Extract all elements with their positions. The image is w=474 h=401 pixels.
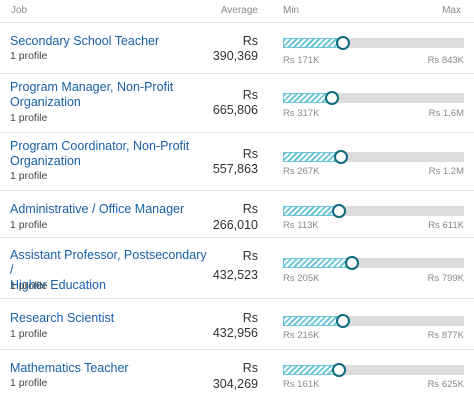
salary-range-fill: [283, 365, 340, 375]
profile-count: 1 profile: [10, 219, 48, 231]
job-title-line: Organization: [10, 95, 81, 109]
table-row: Program Manager, Non-Profit Organization 1…: [0, 73, 474, 132]
average-marker: [335, 36, 350, 50]
row-divider: [0, 237, 474, 238]
table-row: Mathematics Teacher 1 profile Rs 304,269 Rs …: [0, 349, 474, 401]
average-marker: [335, 314, 350, 328]
job-title-line: Research Scientist: [10, 311, 115, 325]
salary-range-bar: [283, 150, 464, 164]
header-max: Max: [442, 5, 461, 16]
max-salary-label: Rs 611K: [428, 220, 464, 231]
average-currency: Rs: [242, 311, 258, 325]
profile-count: 1 profile: [10, 50, 48, 62]
salary-range-fill: [283, 258, 352, 268]
average-marker: [333, 150, 348, 164]
table-row: Administrative / Office Manager 1 profile…: [0, 190, 474, 237]
average-marker: [332, 363, 347, 377]
profile-count: 1 profile: [10, 170, 48, 182]
table-header: Job Average Min Max: [0, 0, 474, 22]
max-salary-label: Rs 625K: [427, 379, 464, 390]
average-currency: Rs: [242, 147, 258, 161]
profile-count: 1 profile: [10, 112, 48, 124]
average-salary: 432,523: [212, 268, 258, 282]
table-row: Assistant Professor, Postsecondary / High…: [0, 237, 474, 298]
row-divider: [0, 298, 474, 299]
average-currency: Rs: [242, 249, 258, 263]
header-job: Job: [11, 5, 28, 16]
average-currency: Rs: [242, 202, 258, 216]
average-currency: Rs: [242, 88, 258, 102]
salary-range-bar: [283, 363, 464, 377]
table-row: Program Coordinator, Non-Profit Organizat…: [0, 132, 474, 190]
profile-count: 1 profile: [10, 328, 48, 340]
job-title-link[interactable]: Research Scientist: [10, 311, 210, 326]
average-currency: Rs: [242, 361, 258, 375]
job-title-link[interactable]: Assistant Professor, Postsecondary / High…: [10, 248, 210, 293]
job-title-link[interactable]: Administrative / Office Manager: [10, 202, 210, 217]
row-divider: [0, 132, 474, 133]
job-title-link[interactable]: Mathematics Teacher: [10, 361, 210, 376]
min-salary-label: Rs 216K: [283, 330, 320, 341]
job-title-link[interactable]: Secondary School Teacher: [10, 34, 210, 49]
average-currency: Rs: [242, 34, 258, 48]
average-marker: [344, 256, 359, 270]
salary-range-fill: [283, 206, 340, 216]
average-marker: [332, 204, 347, 218]
row-divider: [0, 349, 474, 350]
max-salary-label: Rs 843K: [427, 55, 464, 66]
profile-count: 1 profile: [10, 280, 48, 292]
salary-range-fill: [283, 38, 343, 48]
salary-range-fill: [283, 316, 343, 326]
job-title-line: Assistant Professor, Postsecondary /: [10, 248, 207, 277]
min-salary-label: Rs 205K: [283, 273, 320, 284]
salary-range-bar: [283, 91, 464, 105]
job-title-line: Mathematics Teacher: [10, 361, 129, 375]
salary-range-bar: [283, 256, 464, 270]
job-title-line: Administrative / Office Manager: [10, 202, 185, 216]
job-title-link[interactable]: Program Coordinator, Non-Profit Organizat…: [10, 139, 210, 169]
header-average: Average: [220, 5, 258, 16]
profile-count: 1 profile: [10, 377, 48, 389]
min-salary-label: Rs 113K: [283, 220, 319, 231]
job-title-line: Program Coordinator, Non-Profit: [10, 139, 190, 153]
min-salary-label: Rs 317K: [283, 108, 320, 119]
max-salary-label: Rs 1.2M: [428, 166, 464, 177]
min-salary-label: Rs 161K: [283, 379, 320, 390]
min-salary-label: Rs 171K: [283, 55, 320, 66]
max-salary-label: Rs 799K: [427, 273, 464, 284]
min-salary-label: Rs 267K: [283, 166, 320, 177]
job-title-line: Program Manager, Non-Profit: [10, 80, 174, 94]
row-divider: [0, 73, 474, 74]
average-salary: 390,369: [212, 49, 258, 63]
salary-range-bar: [283, 314, 464, 328]
row-divider: [0, 190, 474, 191]
salary-range-bar: [283, 36, 464, 50]
max-salary-label: Rs 877K: [427, 330, 464, 341]
average-salary: 266,010: [212, 218, 258, 232]
average-salary: 665,806: [212, 103, 258, 117]
job-title-link[interactable]: Program Manager, Non-Profit Organization: [10, 80, 210, 110]
average-marker: [324, 91, 339, 105]
job-title-line: Organization: [10, 154, 81, 168]
salary-range-fill: [283, 152, 341, 162]
table-row: Secondary School Teacher 1 profile Rs 390,3…: [0, 22, 474, 73]
row-divider: [0, 22, 474, 23]
job-title-line: Higher Education: [10, 278, 106, 292]
average-salary: 432,956: [212, 326, 258, 340]
header-min: Min: [283, 5, 300, 16]
table-row: Research Scientist 1 profile Rs 432,956 Rs 2…: [0, 298, 474, 349]
salary-range-bar: [283, 204, 464, 218]
job-title-line: Secondary School Teacher: [10, 34, 160, 48]
average-salary: 304,269: [212, 377, 258, 391]
average-salary: 557,863: [212, 162, 258, 176]
max-salary-label: Rs 1.6M: [428, 108, 464, 119]
